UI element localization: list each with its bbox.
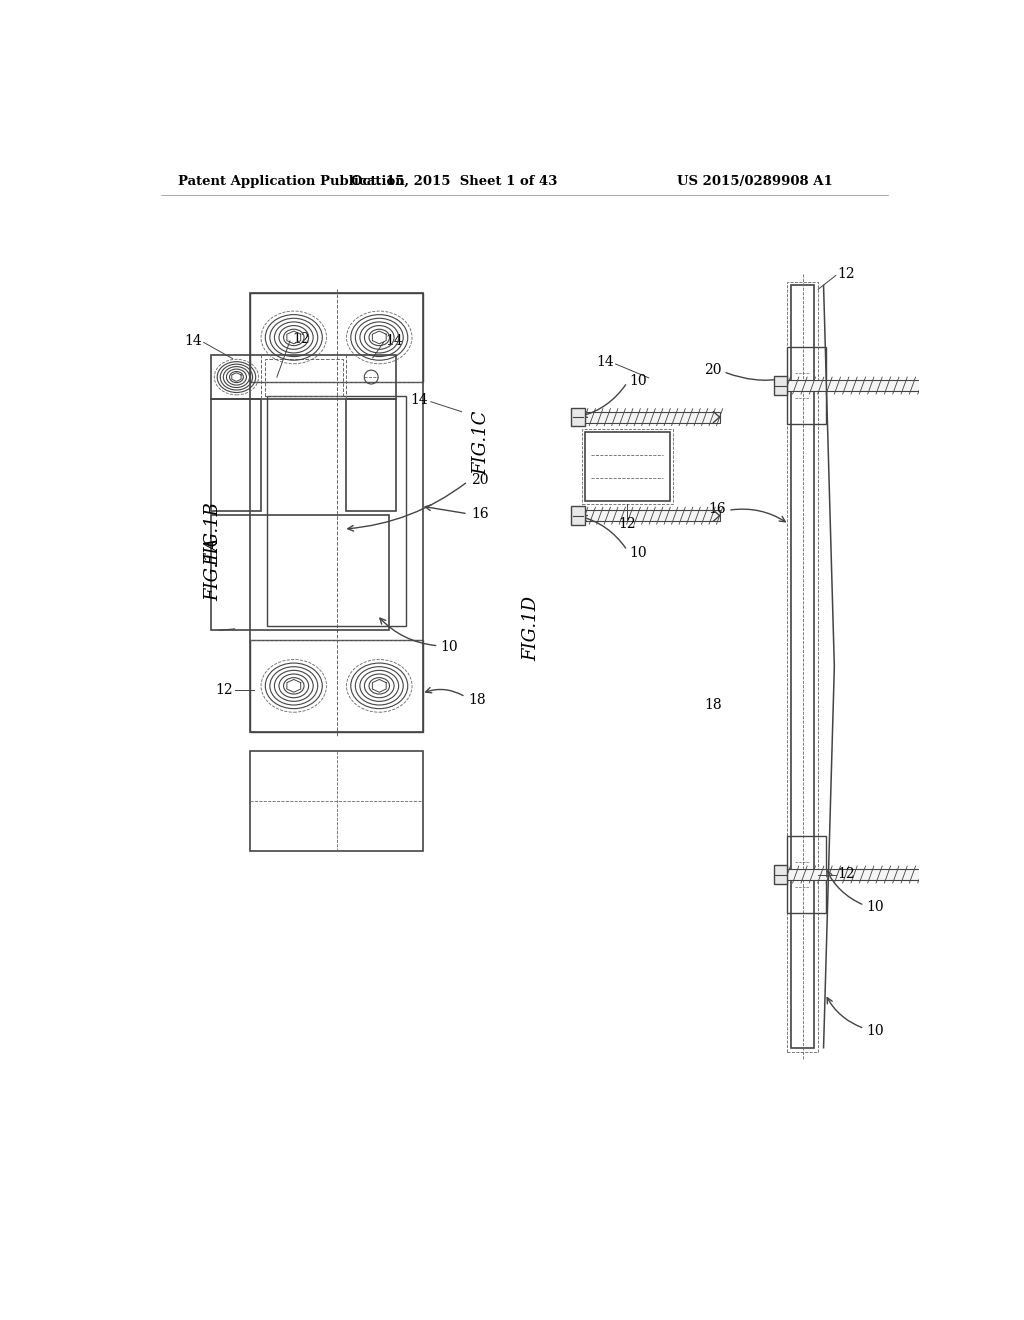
Bar: [250, 293, 423, 381]
Bar: [585, 412, 720, 422]
Bar: [787, 869, 938, 880]
Bar: [250, 640, 423, 733]
Bar: [571, 408, 585, 426]
Text: 20: 20: [471, 473, 488, 487]
Text: 16: 16: [709, 502, 726, 516]
Bar: [250, 293, 423, 733]
Text: 20: 20: [705, 363, 722, 378]
Text: 14: 14: [596, 355, 614, 370]
Text: Oct. 15, 2015  Sheet 1 of 43: Oct. 15, 2015 Sheet 1 of 43: [351, 176, 557, 187]
Text: 18: 18: [468, 693, 485, 708]
Bar: [585, 511, 720, 521]
Text: 12: 12: [838, 267, 855, 281]
Text: 14: 14: [385, 334, 402, 348]
Text: 10: 10: [440, 640, 458, 655]
Text: 14: 14: [184, 334, 202, 348]
Bar: [264, 359, 343, 396]
Bar: [250, 751, 423, 851]
Bar: [582, 429, 673, 504]
Bar: [787, 380, 938, 391]
Text: 12: 12: [215, 682, 233, 697]
Bar: [787, 281, 818, 1052]
Text: 10: 10: [630, 545, 647, 560]
Text: 12: 12: [618, 517, 636, 531]
Text: 14: 14: [411, 393, 429, 407]
Text: US 2015/0289908 A1: US 2015/0289908 A1: [677, 176, 833, 187]
Bar: [211, 515, 388, 631]
Text: 16: 16: [471, 507, 488, 521]
Bar: [571, 507, 585, 525]
Bar: [773, 376, 787, 395]
Bar: [787, 347, 826, 424]
Text: 12: 12: [292, 333, 310, 346]
Text: 18: 18: [705, 698, 722, 711]
Text: FIG.1C: FIG.1C: [472, 411, 489, 475]
Bar: [267, 396, 407, 626]
Bar: [211, 400, 261, 511]
Bar: [346, 400, 396, 511]
Text: FIG.1A: FIG.1A: [205, 537, 223, 601]
Bar: [787, 836, 826, 913]
Bar: [585, 432, 670, 502]
Text: FIG.1D: FIG.1D: [522, 597, 540, 661]
Text: FIG.1B: FIG.1B: [205, 503, 223, 566]
Text: 10: 10: [866, 1024, 884, 1038]
Text: 10: 10: [866, 900, 884, 913]
Text: Patent Application Publication: Patent Application Publication: [178, 176, 406, 187]
Bar: [211, 355, 396, 400]
Text: 10: 10: [630, 374, 647, 388]
Text: 12: 12: [838, 867, 855, 882]
Bar: [773, 866, 787, 884]
Bar: [792, 285, 814, 1048]
